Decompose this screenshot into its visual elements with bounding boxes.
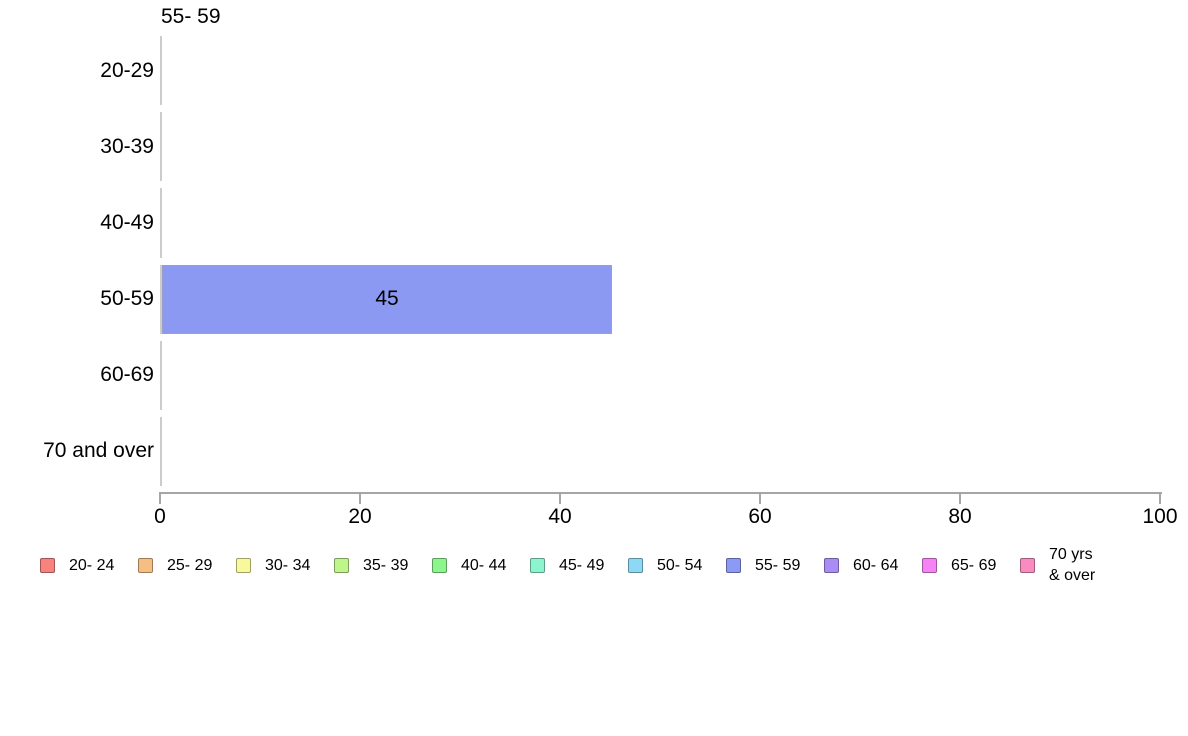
legend-swatch [922, 557, 937, 573]
x-axis-line [159, 492, 1162, 494]
legend-item: 55- 59 [726, 544, 824, 586]
legend-item: 70 yrs & over [1020, 544, 1095, 586]
legend-label: 25- 29 [167, 556, 213, 574]
legend-item: 50- 54 [628, 544, 726, 586]
x-tick [1159, 492, 1161, 504]
x-tick [359, 492, 361, 504]
legend-swatch [138, 557, 153, 573]
chart-title: 55- 59 [161, 5, 221, 28]
category-label: 30-39 [100, 134, 154, 158]
legend-swatch [530, 557, 545, 573]
category-label: 50-59 [100, 287, 154, 311]
x-tick-label: 40 [548, 505, 572, 528]
legend-label: 65- 69 [951, 556, 997, 574]
category-row: 40-49 [100, 188, 1160, 258]
legend-swatch [824, 557, 839, 573]
legend-item: 25- 29 [138, 544, 236, 586]
legend-label: 70 yrs & over [1049, 546, 1096, 584]
legend-item: 60- 64 [824, 544, 922, 586]
legend-item: 45- 49 [530, 544, 628, 586]
legend-item: 35- 39 [334, 544, 432, 586]
x-tick [959, 492, 961, 504]
legend-item: 65- 69 [922, 544, 1020, 586]
legend-label: 20- 24 [69, 556, 115, 574]
category-row: 50-59 45 [100, 264, 1160, 334]
plot-area: 20-29 30-39 40-49 50-59 45 60-69 70 and … [43, 36, 1160, 487]
bar-value-label: 45 [375, 287, 399, 311]
x-tick [559, 492, 561, 504]
category-label: 40-49 [100, 210, 154, 234]
legend-label: 55- 59 [755, 556, 801, 574]
legend-label: 50- 54 [657, 556, 703, 574]
legend-swatch [432, 557, 447, 573]
legend-swatch [40, 557, 55, 573]
legend-label: 40- 44 [461, 556, 507, 574]
legend: 20- 24 25- 29 30- 34 35- 39 40- 44 45- 4… [40, 544, 1095, 586]
legend-swatch [1020, 557, 1035, 573]
legend-swatch [726, 557, 741, 573]
x-tick-label: 20 [348, 505, 372, 528]
category-row: 70 and over [43, 416, 1160, 487]
legend-item: 40- 44 [432, 544, 530, 586]
category-label: 70 and over [43, 439, 154, 463]
legend-swatch [236, 557, 251, 573]
legend-item: 20- 24 [40, 544, 138, 586]
bar: 45 [162, 264, 612, 334]
legend-label: 30- 34 [265, 556, 311, 574]
category-row: 20-29 [100, 36, 1160, 106]
legend-label: 45- 49 [559, 556, 605, 574]
x-tick-label: 80 [948, 505, 972, 528]
category-row: 60-69 [100, 340, 1160, 410]
x-tick [159, 492, 161, 504]
legend-swatch [628, 557, 643, 573]
category-row: 30-39 [100, 112, 1160, 182]
legend-swatch [334, 557, 349, 573]
x-tick-label: 0 [154, 505, 166, 528]
legend-label: 35- 39 [363, 556, 409, 574]
category-label: 60-69 [100, 363, 154, 387]
x-tick-label: 60 [748, 505, 772, 528]
legend-label: 60- 64 [853, 556, 899, 574]
legend-item: 30- 34 [236, 544, 334, 586]
x-tick-label: 100 [1142, 505, 1178, 528]
category-label: 20-29 [100, 58, 154, 82]
x-tick [759, 492, 761, 504]
